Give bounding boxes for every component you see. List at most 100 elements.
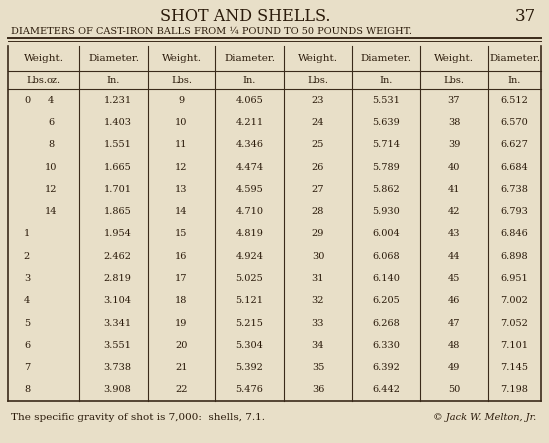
Text: 6.898: 6.898 xyxy=(501,252,528,260)
Text: 6.951: 6.951 xyxy=(501,274,528,283)
Text: 2.819: 2.819 xyxy=(104,274,131,283)
Text: 49: 49 xyxy=(448,363,460,372)
Text: 19: 19 xyxy=(175,319,188,327)
Text: 6.068: 6.068 xyxy=(372,252,400,260)
Text: 37: 37 xyxy=(515,8,536,25)
Text: 8: 8 xyxy=(48,140,54,149)
Text: 3.104: 3.104 xyxy=(104,296,132,305)
Text: 6.392: 6.392 xyxy=(372,363,400,372)
Text: 4.595: 4.595 xyxy=(236,185,264,194)
Text: 18: 18 xyxy=(175,296,188,305)
Text: 47: 47 xyxy=(448,319,460,327)
Text: 7.101: 7.101 xyxy=(501,341,529,350)
Text: In.: In. xyxy=(508,75,521,85)
Text: 5.531: 5.531 xyxy=(372,96,400,105)
Text: 42: 42 xyxy=(448,207,460,216)
Text: 5: 5 xyxy=(24,319,30,327)
Text: 6.442: 6.442 xyxy=(372,385,400,394)
Text: 21: 21 xyxy=(175,363,188,372)
Text: 6.684: 6.684 xyxy=(501,163,528,171)
Text: 23: 23 xyxy=(312,96,324,105)
Text: 5.639: 5.639 xyxy=(372,118,400,127)
Text: 14: 14 xyxy=(45,207,57,216)
Text: 8: 8 xyxy=(24,385,30,394)
Text: 4.211: 4.211 xyxy=(236,118,264,127)
Text: 38: 38 xyxy=(448,118,460,127)
Text: 3.551: 3.551 xyxy=(104,341,131,350)
Text: 45: 45 xyxy=(448,274,460,283)
Text: 24: 24 xyxy=(312,118,324,127)
Text: Weight.: Weight. xyxy=(298,54,338,63)
Text: Diameter.: Diameter. xyxy=(224,54,275,63)
Text: © Jack W. Melton, Jr.: © Jack W. Melton, Jr. xyxy=(433,413,536,423)
Text: In.: In. xyxy=(243,75,256,85)
Text: 6.330: 6.330 xyxy=(372,341,400,350)
Text: 32: 32 xyxy=(312,296,324,305)
Text: 4: 4 xyxy=(24,296,30,305)
Text: SHOT AND SHELLS.: SHOT AND SHELLS. xyxy=(160,8,330,25)
Text: 22: 22 xyxy=(175,385,188,394)
Text: 12: 12 xyxy=(45,185,57,194)
Text: 2.462: 2.462 xyxy=(104,252,132,260)
Text: 13: 13 xyxy=(175,185,188,194)
Text: 5.930: 5.930 xyxy=(372,207,400,216)
Text: 28: 28 xyxy=(312,207,324,216)
Text: 1.231: 1.231 xyxy=(103,96,132,105)
Text: 6.793: 6.793 xyxy=(501,207,529,216)
Text: 7.052: 7.052 xyxy=(501,319,529,327)
Text: 26: 26 xyxy=(312,163,324,171)
Text: 5.215: 5.215 xyxy=(236,319,264,327)
Text: 6.738: 6.738 xyxy=(501,185,529,194)
Text: 1.403: 1.403 xyxy=(104,118,132,127)
Text: 6.846: 6.846 xyxy=(501,229,528,238)
Text: 4.346: 4.346 xyxy=(236,140,264,149)
Text: Diameter.: Diameter. xyxy=(88,54,139,63)
Text: Weight.: Weight. xyxy=(24,54,64,63)
Text: 29: 29 xyxy=(312,229,324,238)
Text: Diameter.: Diameter. xyxy=(489,54,540,63)
Text: 9: 9 xyxy=(178,96,184,105)
Text: Lbs.: Lbs. xyxy=(26,75,47,85)
Text: Weight.: Weight. xyxy=(161,54,201,63)
Text: 4.924: 4.924 xyxy=(236,252,264,260)
Text: Lbs.: Lbs. xyxy=(307,75,328,85)
Text: 4: 4 xyxy=(48,96,54,105)
Text: 40: 40 xyxy=(448,163,460,171)
Text: 5.862: 5.862 xyxy=(372,185,400,194)
Text: The specific gravity of shot is 7,000:  shells, 7.1.: The specific gravity of shot is 7,000: s… xyxy=(11,413,265,423)
Text: 1.954: 1.954 xyxy=(104,229,131,238)
Text: 1: 1 xyxy=(24,229,30,238)
Text: 5.714: 5.714 xyxy=(372,140,400,149)
Text: 6.268: 6.268 xyxy=(372,319,400,327)
Text: 39: 39 xyxy=(448,140,460,149)
Text: In.: In. xyxy=(107,75,120,85)
Text: 6.004: 6.004 xyxy=(372,229,400,238)
Text: 4.819: 4.819 xyxy=(236,229,264,238)
Text: Diameter.: Diameter. xyxy=(361,54,412,63)
Text: DIAMETERS OF CAST-IRON BALLS FROM ¼ POUND TO 50 POUNDS WEIGHT.: DIAMETERS OF CAST-IRON BALLS FROM ¼ POUN… xyxy=(11,27,412,36)
Text: 10: 10 xyxy=(175,118,188,127)
Text: 50: 50 xyxy=(448,385,460,394)
Text: 4.474: 4.474 xyxy=(236,163,264,171)
Text: 6.627: 6.627 xyxy=(501,140,529,149)
Text: 1.865: 1.865 xyxy=(104,207,131,216)
Text: 14: 14 xyxy=(175,207,188,216)
Text: 30: 30 xyxy=(312,252,324,260)
Text: 34: 34 xyxy=(312,341,324,350)
Text: 43: 43 xyxy=(448,229,460,238)
Text: 10: 10 xyxy=(45,163,57,171)
Text: 7.145: 7.145 xyxy=(501,363,529,372)
Text: oz.: oz. xyxy=(47,75,60,85)
Text: 31: 31 xyxy=(312,274,324,283)
Text: 6.205: 6.205 xyxy=(372,296,400,305)
Text: 44: 44 xyxy=(448,252,460,260)
Text: 6.570: 6.570 xyxy=(501,118,528,127)
Text: 12: 12 xyxy=(175,163,188,171)
Text: 1.701: 1.701 xyxy=(104,185,132,194)
Text: Lbs.: Lbs. xyxy=(444,75,464,85)
Text: 46: 46 xyxy=(448,296,460,305)
Text: 6.140: 6.140 xyxy=(372,274,400,283)
Text: 5.121: 5.121 xyxy=(236,296,264,305)
Text: 3.341: 3.341 xyxy=(103,319,132,327)
Text: 6: 6 xyxy=(24,341,30,350)
